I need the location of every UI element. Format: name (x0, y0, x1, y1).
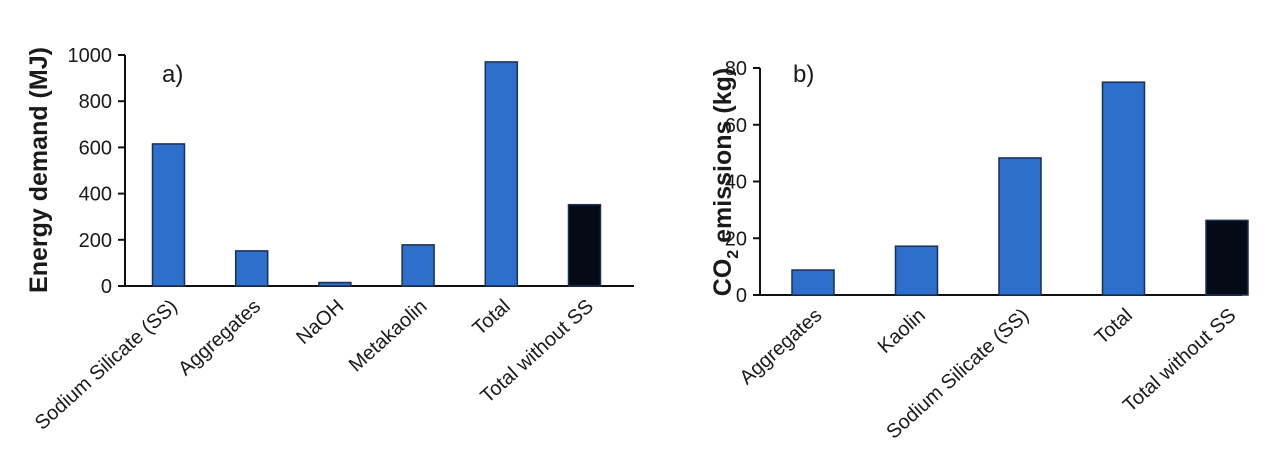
bar (484, 61, 519, 287)
y-tick-label: 800 (79, 91, 112, 113)
chart-panel-a: 0 200 400 600 800 1000 Sodium Silicate (SS)Agg… (25, 45, 634, 434)
bar (1101, 81, 1146, 296)
bar (401, 244, 435, 287)
y-tick-label: 80 (725, 58, 747, 80)
bar (894, 245, 939, 296)
y-tick-label: 1000 (68, 45, 113, 67)
bar (567, 203, 602, 287)
panel-label: a) (162, 61, 183, 88)
y-tick-label: 20 (725, 228, 747, 250)
y-tick-label: 0 (101, 276, 112, 298)
y-tick-label: 600 (79, 137, 112, 159)
y-axis-title: Energy demand (MJ) (25, 47, 53, 293)
bar (318, 281, 352, 287)
bar (791, 269, 835, 296)
bar (234, 250, 269, 287)
x-category-label: Total without SS (1119, 304, 1240, 416)
y-tick-label: 400 (79, 184, 112, 206)
y-tick-label: 0 (736, 285, 747, 307)
panel-label: b) (793, 61, 814, 88)
y-axis-title: CO2 emissions (kg) (709, 68, 742, 296)
x-category-label: Sodium Silicate (SS) (31, 295, 182, 434)
x-category-label: Aggregates (174, 295, 265, 380)
y-tick-label: 60 (725, 115, 747, 137)
bar (1205, 219, 1249, 296)
x-category-label: Aggregates (736, 304, 827, 389)
y-tick-label: 200 (79, 230, 112, 252)
x-category-label: Total (469, 295, 515, 340)
bar (151, 143, 186, 287)
y-tick-label: 40 (725, 172, 747, 194)
x-category-label: Kaolin (874, 304, 930, 358)
bar (998, 157, 1042, 296)
x-category-label: Metakaolin (345, 295, 432, 376)
x-category-label: Total (1091, 304, 1137, 349)
x-category-label: NaOH (292, 295, 348, 349)
